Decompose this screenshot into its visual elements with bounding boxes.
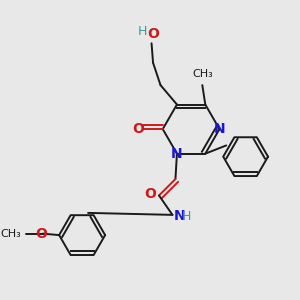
- Text: H: H: [182, 210, 191, 223]
- Text: N: N: [171, 147, 183, 161]
- Text: CH₃: CH₃: [0, 229, 21, 238]
- Text: CH₃: CH₃: [192, 69, 213, 79]
- Text: N: N: [174, 209, 186, 224]
- Text: H: H: [138, 25, 147, 38]
- Text: O: O: [132, 122, 144, 136]
- Text: N: N: [214, 122, 225, 136]
- Text: O: O: [35, 226, 47, 241]
- Text: O: O: [147, 27, 159, 41]
- Text: O: O: [144, 187, 156, 201]
